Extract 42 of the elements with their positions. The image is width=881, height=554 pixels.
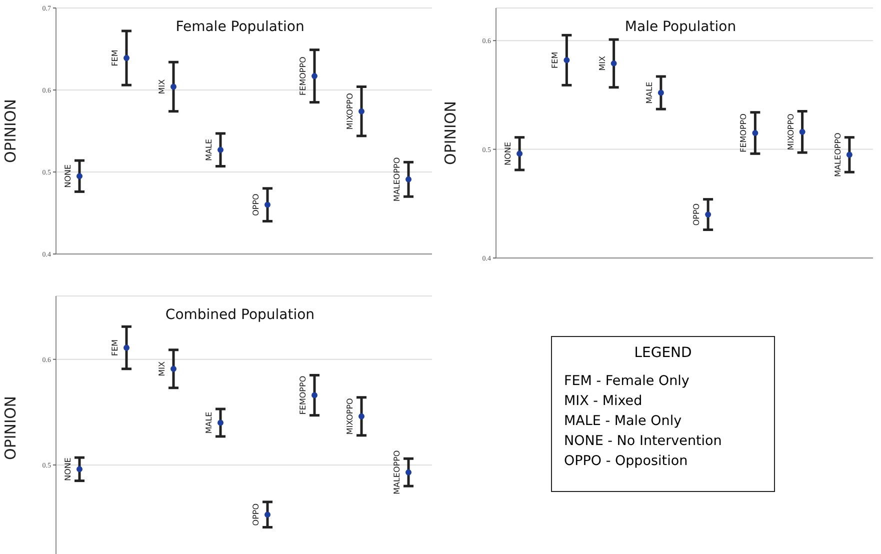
point [76,466,82,472]
text: Combined Population [159,307,321,323]
y-axis-title: OPINION [441,101,460,165]
text: LEGEND [633,345,693,361]
point [752,130,758,136]
x-tick-label: MALEOPPO [392,157,402,202]
point [564,57,570,64]
text: MALE - Male Only [564,412,683,431]
text: FEM - Female Only [564,372,690,391]
text: OPPO - Opposition [564,452,689,471]
point [124,55,130,62]
point [658,90,664,96]
point [170,366,176,372]
point [218,420,224,426]
text: Male Population [618,19,742,35]
point [799,128,806,135]
category-label: OPPO [692,203,702,226]
category-label: NONE [504,142,513,166]
x-tick-label: MIXOPPO [346,398,354,435]
point [406,469,412,476]
point [610,60,617,66]
point [406,176,412,182]
point [124,344,130,351]
point [312,392,318,398]
point [846,152,852,158]
point [358,413,364,420]
point [264,512,270,518]
point [76,173,82,180]
point [705,212,712,218]
y-axis-title: OPINION [1,99,20,163]
point [170,84,176,90]
point [218,146,224,153]
point [516,150,523,157]
y-axis-title: OPINION [1,396,20,460]
point [312,73,318,80]
text: NONE - No Intervention [564,432,723,451]
x-tick-label: FEMOPPO [298,56,308,96]
text: MIX - Mixed [564,392,644,411]
x-tick-label: FEMOPPO [298,376,308,415]
point [358,108,364,114]
text: Female Population [170,19,310,35]
point [264,202,270,208]
